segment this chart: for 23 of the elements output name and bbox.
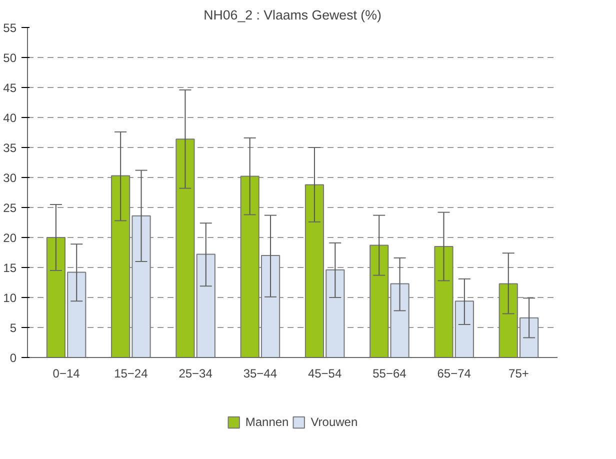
y-tick-label: 55 bbox=[3, 21, 17, 35]
x-tick-label: 35−44 bbox=[243, 366, 278, 380]
x-tick-label: 15−24 bbox=[114, 366, 148, 380]
y-tick-label: 5 bbox=[10, 321, 17, 335]
y-tick-label: 10 bbox=[3, 291, 17, 305]
legend-label: Vrouwen bbox=[310, 414, 358, 428]
x-tick-label: 0−14 bbox=[52, 366, 80, 380]
y-tick-label: 50 bbox=[3, 51, 17, 65]
y-tick-label: 0 bbox=[10, 351, 17, 365]
x-tick-label: 75+ bbox=[508, 366, 529, 380]
legend-label: Mannen bbox=[245, 414, 289, 428]
x-tick-label: 25−34 bbox=[178, 366, 213, 380]
y-tick-label: 25 bbox=[3, 201, 17, 215]
y-tick-label: 35 bbox=[3, 141, 17, 155]
y-tick-label: 40 bbox=[3, 111, 17, 125]
x-tick-label: 45−54 bbox=[308, 366, 342, 380]
y-tick-label: 15 bbox=[3, 261, 17, 275]
y-tick-label: 20 bbox=[3, 231, 17, 245]
y-tick-label: 45 bbox=[3, 81, 17, 95]
chart-title: NH06_2 : Vlaams Gewest (%) bbox=[204, 8, 382, 22]
x-tick-label: 55−64 bbox=[372, 366, 407, 380]
x-tick-label: 65−74 bbox=[437, 366, 472, 380]
y-tick-label: 30 bbox=[3, 171, 17, 185]
